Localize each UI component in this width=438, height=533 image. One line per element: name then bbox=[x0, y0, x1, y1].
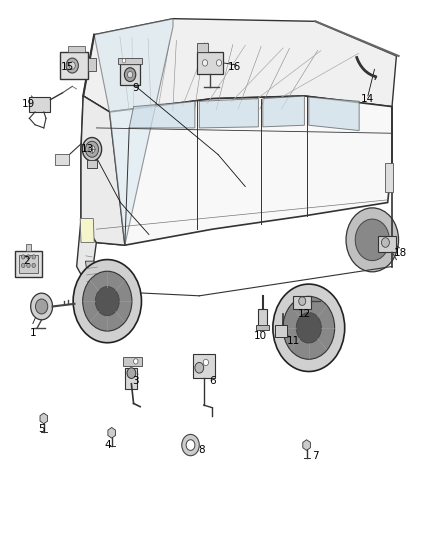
Text: 6: 6 bbox=[209, 376, 216, 386]
Bar bbox=[68, 46, 85, 52]
Circle shape bbox=[95, 287, 119, 316]
Circle shape bbox=[283, 296, 335, 359]
Bar bbox=[19, 255, 38, 273]
Circle shape bbox=[32, 263, 35, 268]
Bar bbox=[26, 244, 31, 251]
Text: 5: 5 bbox=[38, 424, 45, 434]
Bar bbox=[258, 309, 267, 328]
Bar bbox=[123, 357, 142, 366]
Polygon shape bbox=[40, 413, 48, 424]
Bar bbox=[256, 325, 269, 330]
Circle shape bbox=[83, 271, 132, 331]
Circle shape bbox=[73, 260, 141, 343]
Polygon shape bbox=[81, 96, 392, 245]
Bar bbox=[118, 58, 142, 64]
Text: 3: 3 bbox=[132, 376, 139, 386]
Polygon shape bbox=[85, 261, 99, 290]
Circle shape bbox=[202, 60, 208, 66]
Polygon shape bbox=[303, 440, 311, 450]
Text: 19: 19 bbox=[22, 99, 35, 109]
Polygon shape bbox=[129, 101, 195, 128]
Circle shape bbox=[134, 359, 138, 364]
Text: 7: 7 bbox=[312, 451, 319, 461]
Circle shape bbox=[182, 434, 199, 456]
Bar bbox=[125, 368, 137, 389]
Polygon shape bbox=[108, 427, 116, 438]
Polygon shape bbox=[77, 219, 96, 290]
Circle shape bbox=[66, 58, 78, 73]
Bar bbox=[120, 64, 140, 85]
Circle shape bbox=[124, 68, 136, 82]
Text: 11: 11 bbox=[287, 336, 300, 346]
Circle shape bbox=[122, 59, 126, 63]
Text: 10: 10 bbox=[254, 331, 267, 341]
Circle shape bbox=[195, 362, 204, 373]
Circle shape bbox=[299, 297, 306, 305]
Circle shape bbox=[203, 359, 208, 366]
Bar bbox=[60, 52, 88, 79]
Text: 18: 18 bbox=[394, 248, 407, 258]
Circle shape bbox=[273, 284, 345, 372]
Bar bbox=[88, 58, 96, 71]
Text: 13: 13 bbox=[81, 144, 94, 154]
Bar bbox=[378, 236, 396, 252]
Circle shape bbox=[27, 255, 30, 259]
Circle shape bbox=[355, 219, 389, 261]
Polygon shape bbox=[309, 97, 359, 131]
Text: 1: 1 bbox=[29, 328, 36, 338]
Text: 12: 12 bbox=[298, 310, 311, 319]
Bar bbox=[15, 251, 42, 277]
Circle shape bbox=[69, 62, 75, 69]
Bar bbox=[55, 154, 69, 165]
Circle shape bbox=[216, 60, 222, 66]
Circle shape bbox=[82, 138, 102, 161]
Polygon shape bbox=[263, 96, 304, 127]
Text: 8: 8 bbox=[198, 446, 205, 455]
Circle shape bbox=[381, 238, 389, 247]
Text: 16: 16 bbox=[228, 62, 241, 71]
Bar bbox=[29, 97, 50, 112]
Polygon shape bbox=[94, 19, 173, 245]
Bar bbox=[197, 43, 208, 52]
Circle shape bbox=[35, 299, 48, 314]
Bar bbox=[385, 163, 393, 192]
Circle shape bbox=[32, 255, 35, 259]
Bar bbox=[293, 296, 311, 309]
Circle shape bbox=[346, 208, 399, 272]
Polygon shape bbox=[199, 99, 258, 128]
Bar bbox=[197, 52, 223, 74]
Circle shape bbox=[127, 71, 133, 78]
Bar bbox=[87, 160, 97, 168]
Text: 2: 2 bbox=[23, 256, 30, 266]
Bar bbox=[275, 325, 287, 337]
Polygon shape bbox=[83, 19, 396, 112]
Circle shape bbox=[21, 255, 25, 259]
Text: 14: 14 bbox=[361, 94, 374, 103]
Polygon shape bbox=[81, 96, 125, 245]
Circle shape bbox=[85, 141, 99, 157]
Text: 9: 9 bbox=[132, 83, 139, 93]
Polygon shape bbox=[80, 219, 94, 243]
Circle shape bbox=[21, 263, 25, 268]
Circle shape bbox=[186, 440, 195, 450]
Circle shape bbox=[27, 263, 30, 268]
Bar bbox=[193, 354, 215, 378]
Text: 4: 4 bbox=[104, 440, 111, 450]
Circle shape bbox=[296, 312, 321, 343]
Circle shape bbox=[127, 368, 136, 378]
Circle shape bbox=[31, 293, 53, 320]
Text: 15: 15 bbox=[61, 62, 74, 71]
Circle shape bbox=[89, 146, 95, 153]
